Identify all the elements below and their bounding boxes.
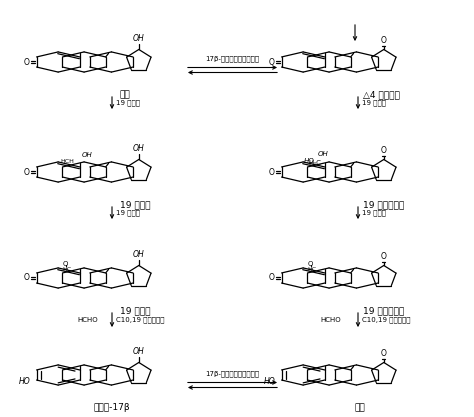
Text: 19 氧睾酮: 19 氧睾酮 — [120, 306, 151, 315]
Text: HC: HC — [308, 267, 317, 272]
Text: 19 氧化酶: 19 氧化酶 — [116, 210, 140, 216]
Text: 雌二醇-17β: 雌二醇-17β — [94, 403, 130, 412]
Text: HCHO: HCHO — [320, 317, 341, 323]
Text: O: O — [381, 349, 387, 358]
Text: HO: HO — [264, 377, 276, 386]
Text: 19 氧雄烯二酮: 19 氧雄烯二酮 — [363, 306, 404, 315]
Text: 19 羟化酶: 19 羟化酶 — [362, 100, 386, 106]
Text: C10,19 碳链裂解酶: C10,19 碳链裂解酶 — [362, 317, 410, 323]
Text: H₂C: H₂C — [308, 160, 321, 166]
Text: 19 羟睾酮: 19 羟睾酮 — [120, 200, 151, 209]
Text: C10,19 碳链裂解酶: C10,19 碳链裂解酶 — [116, 317, 164, 323]
Text: 19 氧化酶: 19 氧化酶 — [362, 210, 386, 216]
Text: OH: OH — [82, 152, 92, 158]
Text: HCHO: HCHO — [77, 317, 98, 323]
Text: HCH: HCH — [60, 159, 74, 164]
Text: 睾酮: 睾酮 — [120, 90, 131, 99]
Text: HO: HO — [304, 158, 315, 164]
Text: OH: OH — [133, 34, 145, 43]
Text: 19 羟化酶: 19 羟化酶 — [116, 100, 140, 106]
Text: OH: OH — [133, 144, 145, 153]
Text: HC: HC — [63, 267, 72, 272]
Text: 雌酮: 雌酮 — [355, 403, 365, 412]
Text: OH: OH — [133, 347, 145, 356]
Text: O: O — [24, 274, 29, 282]
Text: HO: HO — [19, 377, 31, 386]
Text: △4 雄烯二酮: △4 雄烯二酮 — [363, 90, 400, 99]
Text: 17β-羟类固醇氧化还原酶: 17β-羟类固醇氧化还原酶 — [205, 55, 260, 62]
Text: O: O — [381, 252, 387, 261]
Text: 19 羟雄烯二醇: 19 羟雄烯二醇 — [363, 200, 404, 209]
Text: O: O — [308, 261, 313, 267]
Text: OH: OH — [318, 151, 328, 157]
Text: OH: OH — [133, 250, 145, 259]
Text: O: O — [63, 261, 68, 267]
Text: O: O — [24, 58, 29, 66]
Text: O: O — [381, 36, 387, 45]
Text: O: O — [381, 146, 387, 155]
Text: O: O — [268, 168, 274, 176]
Text: O: O — [268, 274, 274, 282]
Text: O: O — [24, 168, 29, 176]
Text: 17β-羟类固醇氧化还原酶: 17β-羟类固醇氧化还原酶 — [205, 370, 260, 377]
Text: O: O — [268, 58, 274, 66]
